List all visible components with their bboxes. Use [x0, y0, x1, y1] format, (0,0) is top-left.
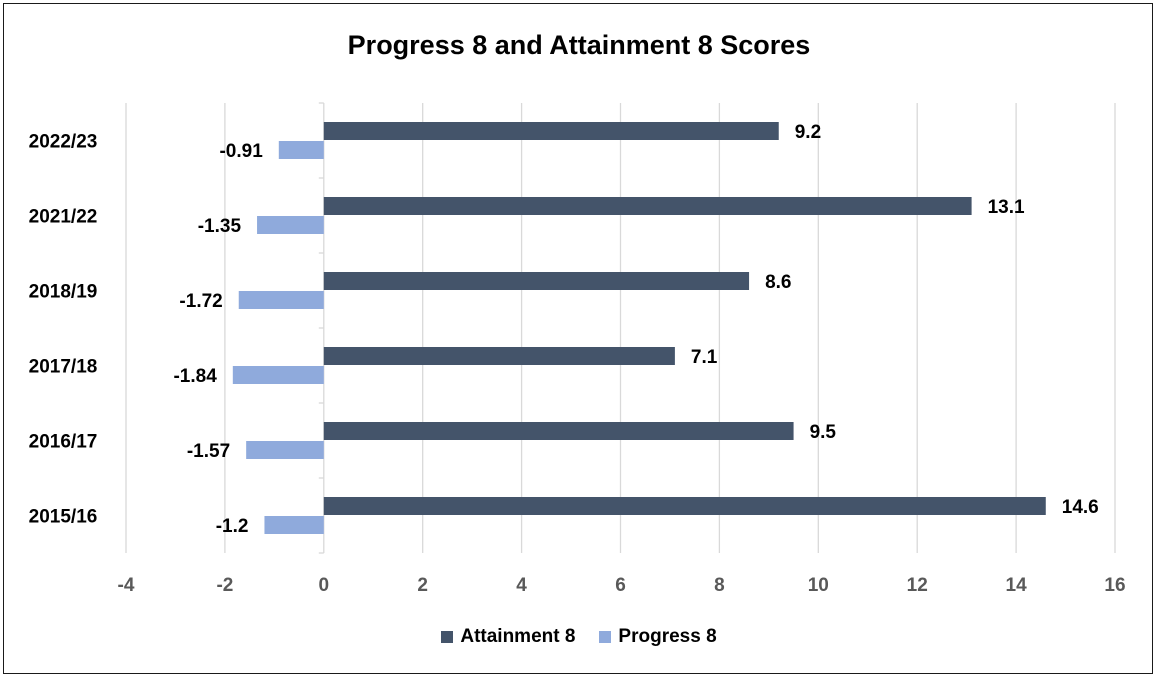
data-label-progress-8: -0.91 — [219, 141, 263, 162]
bar-attainment-8 — [323, 122, 779, 140]
data-label-attainment-8: 8.6 — [765, 272, 791, 293]
category-label: 2015/16 — [29, 507, 98, 528]
bar-attainment-8 — [323, 497, 1046, 515]
x-tick-label: 0 — [319, 575, 330, 596]
legend-item-attainment-8: Attainment 8 — [441, 626, 575, 648]
chart-frame — [3, 3, 1153, 674]
bar-attainment-8 — [323, 422, 794, 440]
bar-progress-8 — [264, 516, 324, 534]
bar-progress-8 — [232, 366, 324, 384]
category-label: 2016/17 — [29, 432, 98, 453]
legend-label-attainment-8: Attainment 8 — [460, 626, 576, 647]
x-tick-label: 12 — [907, 575, 928, 596]
bar-attainment-8 — [323, 272, 750, 290]
x-tick-label: -4 — [118, 575, 135, 596]
bar-progress-8 — [246, 441, 324, 459]
x-tick-label: -2 — [216, 575, 233, 596]
x-tick-label: 2 — [417, 575, 428, 596]
chart-legend: Attainment 8 Progress 8 — [0, 626, 1158, 648]
data-label-progress-8: -1.35 — [198, 216, 242, 237]
legend-label-progress-8: Progress 8 — [618, 626, 717, 647]
x-tick-label: 14 — [1006, 575, 1028, 596]
legend-swatch-progress-8 — [599, 631, 612, 643]
x-tick-label: 10 — [808, 575, 829, 596]
x-tick-label: 4 — [516, 575, 527, 596]
bar-progress-8 — [257, 216, 324, 234]
data-label-progress-8: -1.84 — [173, 366, 217, 387]
data-label-progress-8: -1.57 — [187, 441, 230, 462]
x-tick-label: 16 — [1104, 575, 1125, 596]
data-label-attainment-8: 7.1 — [691, 347, 718, 368]
data-label-attainment-8: 9.2 — [795, 122, 821, 143]
bar-progress-8 — [278, 141, 324, 159]
bar-attainment-8 — [323, 197, 972, 215]
bar-progress-8 — [238, 291, 324, 309]
category-label: 2018/19 — [29, 282, 98, 303]
category-label: 2017/18 — [29, 357, 98, 378]
data-label-attainment-8: 13.1 — [988, 197, 1025, 218]
data-label-attainment-8: 14.6 — [1062, 497, 1099, 518]
category-label: 2022/23 — [29, 132, 98, 153]
bar-attainment-8 — [323, 347, 675, 365]
data-label-attainment-8: 9.5 — [810, 422, 837, 443]
x-tick-label: 6 — [615, 575, 626, 596]
legend-item-progress-8: Progress 8 — [599, 626, 717, 648]
data-label-progress-8: -1.72 — [179, 291, 222, 312]
chart-title: Progress 8 and Attainment 8 Scores — [347, 30, 811, 60]
x-tick-label: 8 — [714, 575, 725, 596]
category-label: 2021/22 — [29, 207, 98, 228]
data-label-progress-8: -1.2 — [216, 516, 249, 537]
legend-swatch-attainment-8 — [441, 631, 454, 643]
